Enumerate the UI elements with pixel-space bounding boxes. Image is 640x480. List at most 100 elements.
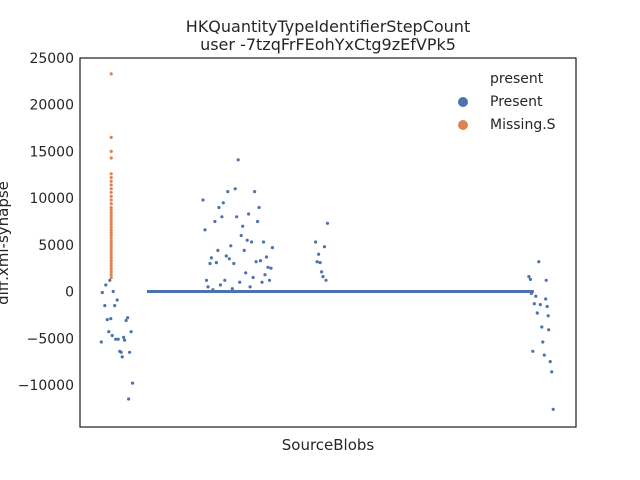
- data-point-present: [123, 338, 127, 342]
- data-point-present: [267, 278, 272, 282]
- data-point-present: [105, 318, 109, 322]
- data-point-present: [534, 294, 538, 298]
- data-point-missing-s: [109, 247, 113, 252]
- data-point-present: [109, 317, 113, 321]
- data-point-present: [204, 278, 209, 282]
- data-point-present: [542, 353, 546, 357]
- data-point-present: [119, 350, 123, 354]
- x-axis-label: SourceBlobs: [282, 436, 375, 454]
- data-point-present: [201, 198, 205, 202]
- data-point-missing-s: [109, 135, 113, 139]
- data-point-missing-s: [109, 264, 113, 268]
- data-point-present: [248, 285, 252, 289]
- data-point-present: [257, 205, 261, 210]
- data-point-present: [544, 278, 548, 282]
- data-point-missing-s: [109, 198, 113, 202]
- data-point-present: [211, 288, 215, 292]
- y-tick-label: 0: [65, 285, 74, 301]
- data-point-present: [548, 360, 552, 364]
- data-point-present: [532, 302, 536, 306]
- data-point-missing-s: [109, 149, 113, 153]
- data-point-present: [116, 337, 120, 341]
- data-point-present: [230, 287, 234, 291]
- data-point-present: [220, 215, 224, 219]
- data-point-present: [229, 244, 233, 248]
- data-point-present: [321, 275, 325, 279]
- data-point-present: [544, 297, 548, 301]
- data-point-present: [322, 245, 327, 249]
- data-point-present: [131, 381, 135, 385]
- y-tick-label: −5000: [27, 331, 74, 347]
- data-point-missing-s: [109, 208, 113, 212]
- data-point-present: [318, 261, 322, 265]
- data-point-present: [218, 283, 222, 287]
- data-point-missing-s: [109, 245, 113, 249]
- data-point-present: [264, 255, 269, 259]
- data-point-present: [541, 340, 545, 344]
- data-point-missing-s: [109, 205, 113, 210]
- y-tick-label: 5000: [38, 238, 74, 254]
- legend-marker-present: [458, 97, 468, 107]
- data-point-present: [537, 260, 541, 264]
- data-point-present: [206, 285, 210, 289]
- data-point-missing-s: [109, 256, 113, 260]
- legend-label-present: Present: [490, 94, 543, 110]
- data-point-missing-s: [109, 214, 113, 218]
- data-point-missing-s: [109, 242, 113, 246]
- data-point-present: [233, 187, 237, 191]
- data-point-present: [129, 330, 133, 334]
- legend-marker-missing: [458, 120, 468, 130]
- data-point-present: [247, 212, 251, 216]
- data-point-present: [238, 280, 242, 284]
- data-point-present: [108, 278, 112, 282]
- data-point-present: [103, 304, 107, 308]
- data-point-present: [239, 233, 243, 238]
- data-point-present: [99, 340, 103, 344]
- data-point-present: [254, 260, 258, 264]
- data-point-missing-s: [109, 231, 113, 235]
- data-point-missing-s: [109, 261, 113, 266]
- data-point-present: [126, 316, 130, 320]
- data-point-missing-s: [109, 217, 113, 221]
- data-point-missing-s: [109, 156, 113, 160]
- data-point-present: [113, 304, 117, 308]
- data-point-present: [266, 265, 270, 269]
- data-point-missing-s: [109, 179, 113, 183]
- data-point-present: [250, 240, 254, 244]
- data-point-missing-s: [109, 228, 113, 232]
- data-point-missing-s: [109, 239, 113, 243]
- data-point-present: [115, 298, 119, 302]
- data-point-present: [111, 289, 115, 294]
- data-point-present: [124, 318, 128, 323]
- data-point-missing-s: [109, 187, 113, 191]
- data-point-present: [226, 190, 230, 194]
- legend-label-missing: Missing.S: [490, 117, 556, 133]
- data-point-present: [546, 314, 550, 318]
- data-point-present: [317, 252, 321, 256]
- data-point-present: [235, 215, 239, 219]
- data-point-present: [227, 257, 231, 261]
- y-tick-label: −10000: [18, 378, 74, 394]
- data-point-present: [527, 275, 531, 279]
- data-point-present: [269, 266, 273, 270]
- data-point-present: [236, 158, 240, 162]
- chart-subtitle: user -7tzqFrFEohYxCtg9zEfVPk5: [200, 35, 456, 54]
- y-axis-label: diff.xml-synapse: [0, 181, 12, 305]
- legend-title: present: [490, 71, 544, 87]
- data-point-present: [324, 278, 328, 282]
- chart-title: HKQuantityTypeIdentifierStepCount: [186, 17, 470, 36]
- data-point-present: [538, 303, 542, 307]
- data-point-present: [528, 277, 533, 281]
- data-point-present: [535, 311, 539, 315]
- data-point-present: [263, 273, 267, 277]
- data-point-missing-s: [109, 219, 113, 224]
- data-point-present: [224, 254, 228, 258]
- data-point-present: [270, 246, 274, 250]
- data-point-present: [256, 219, 260, 224]
- data-point-present: [110, 333, 114, 338]
- y-axis: 25000 20000 15000 10000 5000 0 −5000 −10000: [18, 51, 74, 394]
- data-point-missing-s: [109, 176, 113, 180]
- data-point-present: [320, 270, 324, 274]
- data-point-present: [253, 190, 257, 194]
- data-point-present: [545, 304, 549, 309]
